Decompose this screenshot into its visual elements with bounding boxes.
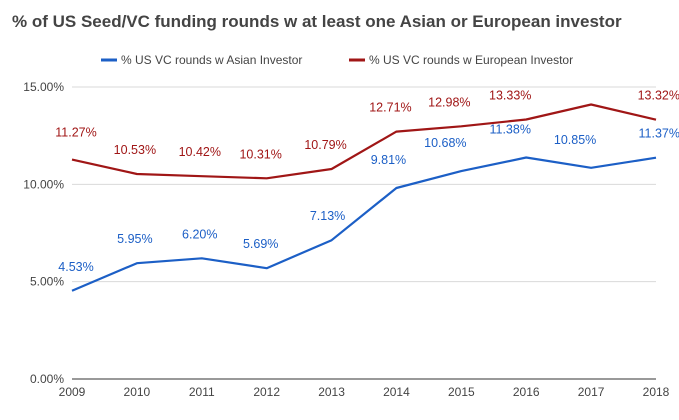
data-label: 5.69% bbox=[243, 237, 278, 251]
data-label: 7.13% bbox=[310, 209, 345, 223]
data-label: 4.53% bbox=[58, 260, 93, 274]
data-label: 10.68% bbox=[424, 136, 466, 150]
x-tick-label: 2016 bbox=[513, 385, 540, 399]
chart-title: % of US Seed/VC funding rounds w at leas… bbox=[12, 12, 622, 31]
data-label: 11.38% bbox=[489, 122, 530, 136]
x-tick-label: 2018 bbox=[643, 385, 670, 399]
series-line bbox=[71, 156, 657, 292]
x-tick-label: 2009 bbox=[59, 385, 86, 399]
data-label: 10.42% bbox=[179, 145, 221, 159]
legend-label: % US VC rounds w Asian Investor bbox=[121, 53, 302, 67]
x-tick-label: 2015 bbox=[448, 385, 475, 399]
data-label: 10.31% bbox=[239, 147, 281, 161]
y-tick-label: 15.00% bbox=[23, 80, 64, 94]
data-label: 10.53% bbox=[114, 143, 156, 157]
y-tick-label: 0.00% bbox=[30, 372, 64, 386]
data-label: 12.98% bbox=[428, 95, 470, 109]
legend-label: % US VC rounds w European Investor bbox=[369, 53, 573, 67]
data-label: 6.20% bbox=[182, 227, 217, 241]
y-tick-label: 5.00% bbox=[30, 275, 64, 289]
data-label: 10.85% bbox=[554, 133, 596, 147]
x-tick-label: 2011 bbox=[189, 385, 215, 399]
data-label: 10.79% bbox=[304, 138, 346, 152]
data-label: 11.27% bbox=[55, 126, 96, 140]
data-label: 13.33% bbox=[489, 89, 531, 103]
data-label: 12.71% bbox=[369, 101, 411, 115]
data-label: 5.95% bbox=[117, 232, 152, 246]
data-label: 11.37% bbox=[639, 127, 679, 141]
x-tick-label: 2010 bbox=[124, 385, 151, 399]
x-tick-label: 2014 bbox=[383, 385, 410, 399]
y-tick-label: 10.00% bbox=[23, 177, 64, 191]
data-label: 13.32% bbox=[638, 89, 679, 103]
x-tick-label: 2013 bbox=[318, 385, 345, 399]
series-line bbox=[71, 103, 657, 180]
x-tick-label: 2012 bbox=[253, 385, 280, 399]
data-label: 9.81% bbox=[371, 153, 406, 167]
x-tick-label: 2017 bbox=[578, 385, 605, 399]
